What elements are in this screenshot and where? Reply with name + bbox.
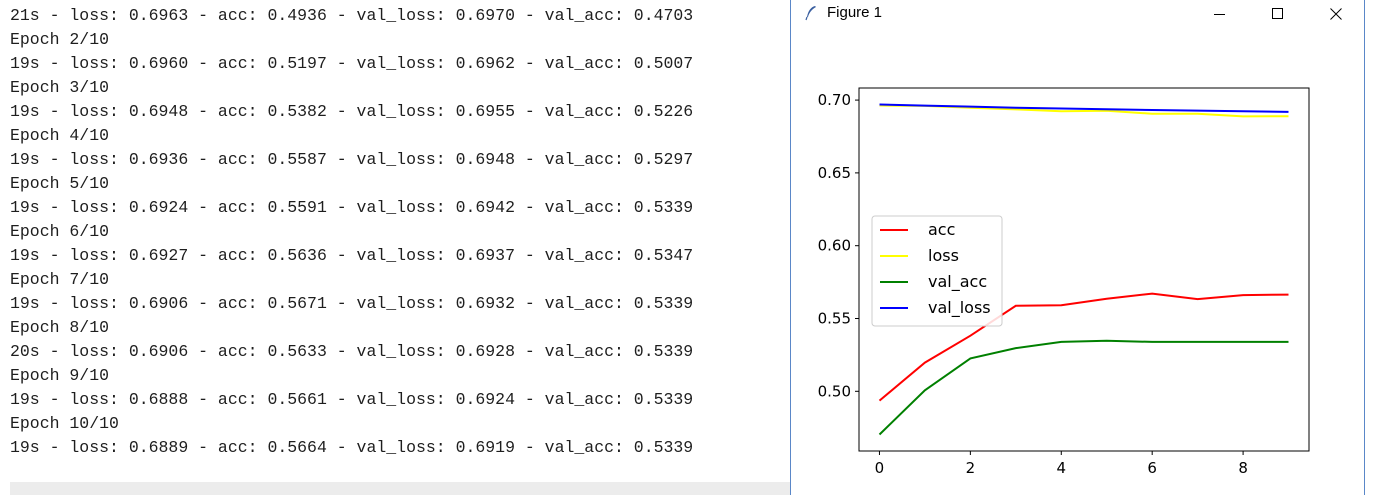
console-line: 21s - loss: 0.6963 - acc: 0.4936 - val_l… xyxy=(10,6,694,25)
x-tick-label: 4 xyxy=(1056,459,1066,477)
y-tick-label: 0.55 xyxy=(818,309,851,327)
horizontal-scrollbar[interactable] xyxy=(10,482,790,495)
console-line: 19s - loss: 0.6924 - acc: 0.5591 - val_l… xyxy=(10,198,694,217)
console-line: Epoch 9/10 xyxy=(10,366,110,385)
console-line: 19s - loss: 0.6927 - acc: 0.5636 - val_l… xyxy=(10,246,694,265)
window-title: Figure 1 xyxy=(827,4,883,21)
y-tick-label: 0.70 xyxy=(818,91,851,109)
console-line: 19s - loss: 0.6888 - acc: 0.5661 - val_l… xyxy=(10,390,694,409)
legend-label: val_loss xyxy=(928,298,991,318)
line-chart: 0.50 0.55 0.60 0.65 0.70 0 2 4 6 8 acc loss val_accv… xyxy=(818,87,1310,477)
console-line: Epoch 7/10 xyxy=(10,270,110,289)
y-tick-label: 0.50 xyxy=(818,382,851,400)
close-icon xyxy=(1330,8,1342,20)
console-line: Epoch 4/10 xyxy=(10,126,110,145)
console-line: Epoch 5/10 xyxy=(10,174,110,193)
y-tick-label: 0.65 xyxy=(818,164,851,182)
feather-icon xyxy=(805,6,816,21)
minimize-button[interactable] xyxy=(1197,0,1243,28)
maximize-button[interactable] xyxy=(1255,0,1301,28)
console-output: 21s - loss: 0.6963 - acc: 0.4936 - val_l… xyxy=(10,4,790,495)
x-tick-label: 8 xyxy=(1238,459,1248,477)
series-line-val_acc xyxy=(878,339,1289,436)
series-line-val_loss xyxy=(879,103,1289,113)
x-tick-label: 0 xyxy=(875,459,885,477)
minimize-icon xyxy=(1214,14,1225,15)
console-line: 19s - loss: 0.6889 - acc: 0.5664 - val_l… xyxy=(10,438,694,457)
console-line: Epoch 2/10 xyxy=(10,30,110,49)
series-line-acc xyxy=(878,292,1289,402)
legend-box xyxy=(871,215,1003,327)
console-line: Epoch 6/10 xyxy=(10,222,110,241)
maximize-icon xyxy=(1272,8,1283,19)
console-line: Epoch 8/10 xyxy=(10,318,110,337)
console-line: Epoch 10/10 xyxy=(10,414,119,433)
title-bar[interactable]: Figure 1 xyxy=(791,0,1364,28)
legend-label: val_acc xyxy=(928,272,987,292)
legend-label: acc xyxy=(928,220,955,239)
legend-label: loss xyxy=(928,246,959,265)
console-line: 19s - loss: 0.6906 - acc: 0.5671 - val_l… xyxy=(10,294,694,313)
x-tick-label: 2 xyxy=(966,459,976,477)
plot-frame xyxy=(858,87,1310,452)
x-tick-label: 6 xyxy=(1147,459,1157,477)
y-tick-label: 0.60 xyxy=(818,237,851,255)
console-line: 19s - loss: 0.6960 - acc: 0.5197 - val_l… xyxy=(10,54,694,73)
console-line: 19s - loss: 0.6936 - acc: 0.5587 - val_l… xyxy=(10,150,694,169)
close-button[interactable] xyxy=(1313,0,1359,28)
console-log: 21s - loss: 0.6963 - acc: 0.4936 - val_l… xyxy=(10,4,693,460)
figure-window: Figure 1 0.50 0.55 0.60 0.65 0.70 0 2 4 6 8 acc los… xyxy=(790,0,1365,495)
console-line: 19s - loss: 0.6948 - acc: 0.5382 - val_l… xyxy=(10,102,694,121)
console-line: Epoch 3/10 xyxy=(10,78,110,97)
console-line: 20s - loss: 0.6906 - acc: 0.5633 - val_l… xyxy=(10,342,694,361)
